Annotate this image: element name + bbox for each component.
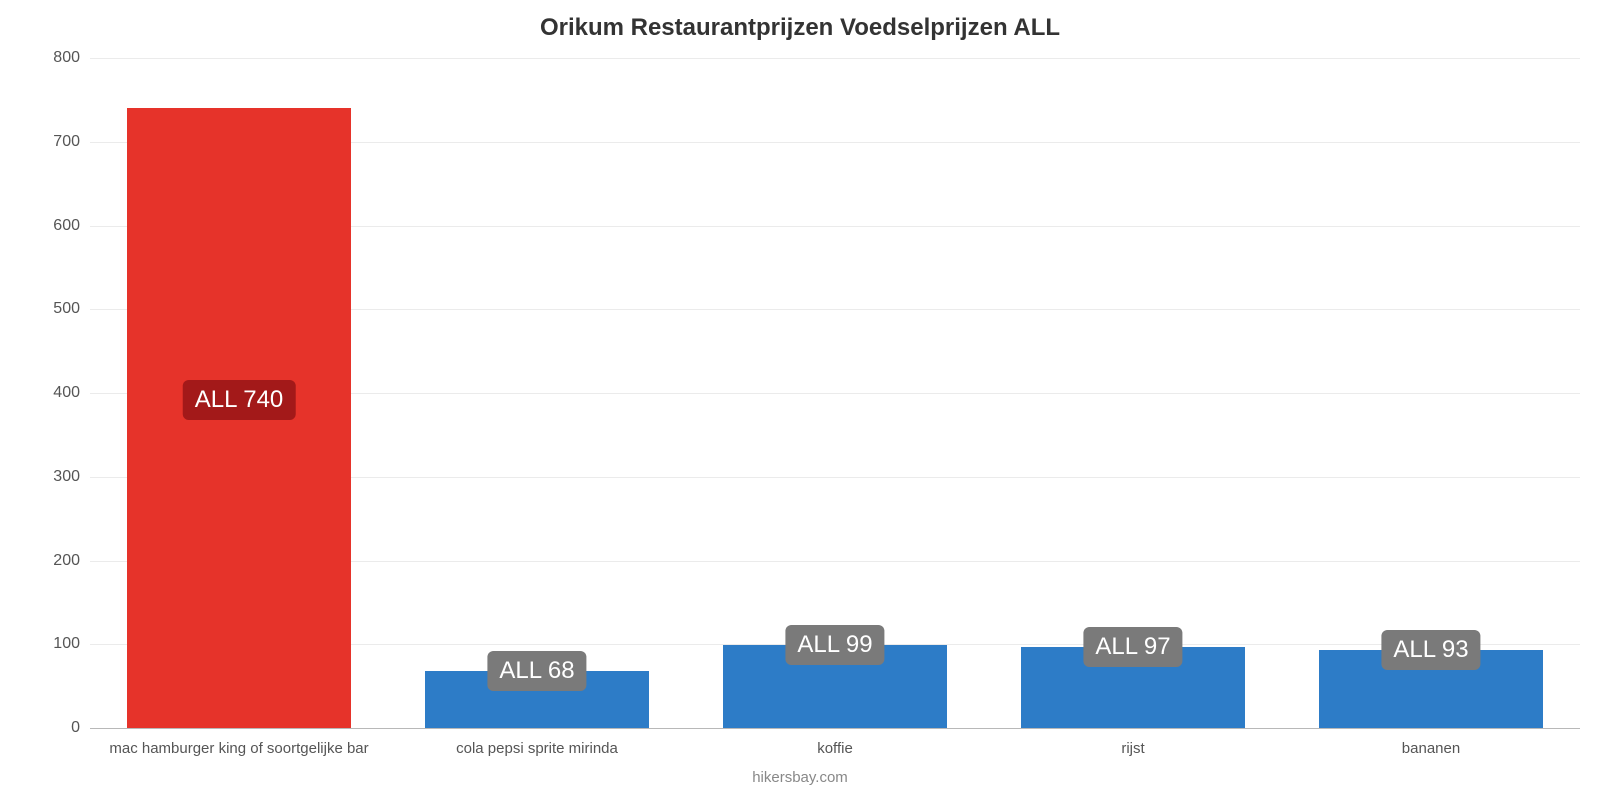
- chart-title: Orikum Restaurantprijzen Voedselprijzen …: [0, 14, 1600, 42]
- y-axis-tick-label: 200: [30, 552, 80, 570]
- bar-value-badge: ALL 740: [183, 380, 296, 420]
- y-axis-tick-label: 0: [30, 719, 80, 737]
- y-axis-tick-label: 400: [30, 384, 80, 402]
- chart-baseline: [90, 728, 1580, 729]
- chart-gridline: [90, 58, 1580, 59]
- chart-footer-credit: hikersbay.com: [0, 769, 1600, 786]
- x-axis-tick-label: cola pepsi sprite mirinda: [456, 740, 618, 757]
- y-axis-tick-label: 100: [30, 635, 80, 653]
- x-axis-tick-label: mac hamburger king of soortgelijke bar: [109, 740, 368, 757]
- bar-value-badge: ALL 93: [1381, 630, 1480, 670]
- y-axis-tick-label: 300: [30, 468, 80, 486]
- bar-value-badge: ALL 99: [785, 625, 884, 665]
- y-axis-tick-label: 500: [30, 300, 80, 318]
- bar-value-badge: ALL 68: [487, 651, 586, 691]
- chart-container: Orikum Restaurantprijzen Voedselprijzen …: [0, 0, 1600, 800]
- y-axis-tick-label: 800: [30, 49, 80, 67]
- x-axis-tick-label: rijst: [1121, 740, 1144, 757]
- x-axis-tick-label: bananen: [1402, 740, 1460, 757]
- y-axis-tick-label: 600: [30, 217, 80, 235]
- bar-value-badge: ALL 97: [1083, 627, 1182, 667]
- plot-area: 0100200300400500600700800ALL 740mac hamb…: [90, 58, 1580, 728]
- y-axis-tick-label: 700: [30, 133, 80, 151]
- x-axis-tick-label: koffie: [817, 740, 853, 757]
